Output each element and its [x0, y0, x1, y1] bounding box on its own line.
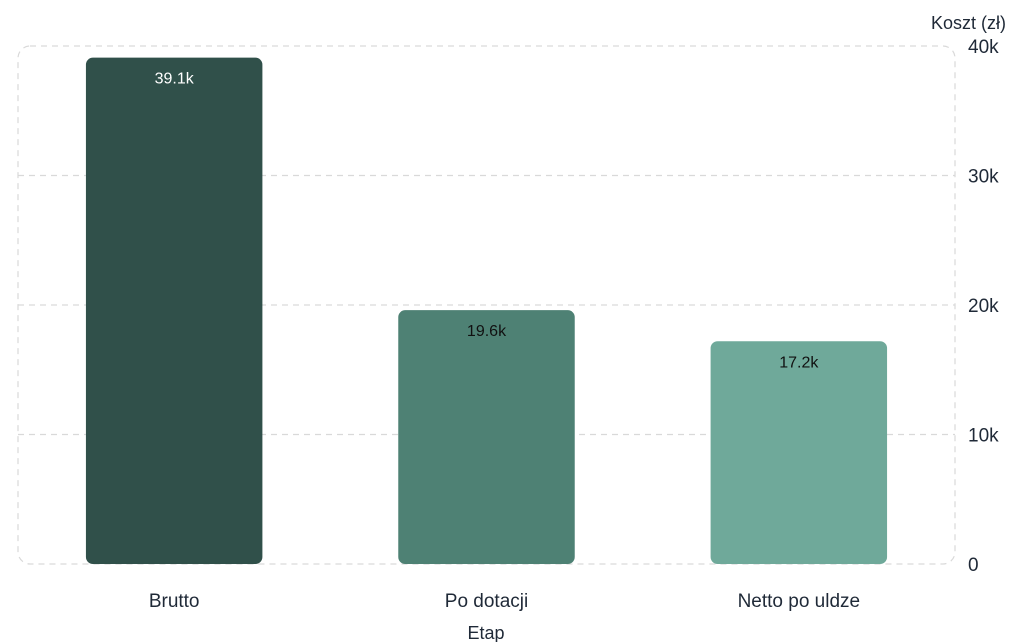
y-tick-label: 20k: [968, 296, 999, 317]
y-axis-title: Koszt (zł): [931, 13, 1006, 33]
y-axis-ticks: 0 10k 20k 30k 40k: [968, 37, 999, 576]
y-tick-label: 30k: [968, 167, 999, 188]
x-axis-ticks: Brutto Po dotacji Netto po uldze: [149, 591, 860, 612]
data-label: 17.2k: [779, 354, 819, 371]
y-tick-label: 40k: [968, 37, 999, 58]
x-tick-label: Netto po uldze: [738, 591, 861, 612]
x-axis-title: Etap: [467, 623, 504, 642]
y-tick-label: 10k: [968, 426, 999, 447]
x-tick-label: Brutto: [149, 591, 200, 612]
data-label: 39.1k: [155, 71, 195, 88]
x-tick-label: Po dotacji: [445, 591, 528, 612]
bar: [85, 57, 263, 564]
bar: [710, 341, 888, 564]
bar: [398, 310, 575, 564]
data-label: 19.6k: [467, 323, 507, 340]
bars: 39.1k 19.6k 17.2k: [85, 57, 888, 564]
y-tick-label: 0: [968, 555, 979, 576]
